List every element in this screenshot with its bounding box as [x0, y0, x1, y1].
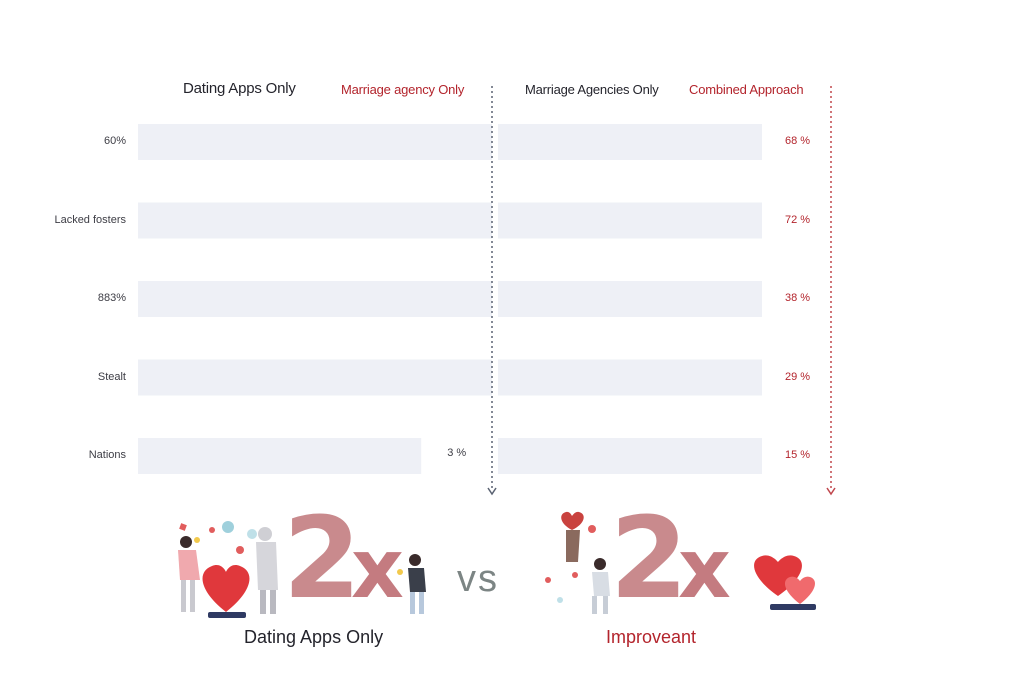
divider-right-arrow-icon — [826, 487, 836, 496]
vs-label: vs — [457, 558, 499, 600]
confetti-left-icon — [179, 521, 257, 554]
value-label-left: 3 % — [447, 447, 467, 459]
value-label-right: 38 % — [785, 292, 811, 304]
value-label-right: 68 % — [785, 135, 811, 147]
bar-right-3 — [498, 359, 762, 396]
person-left-2-icon — [256, 527, 278, 614]
row-label: Nations — [88, 449, 126, 461]
illustration-strip — [178, 511, 816, 618]
bar-plot — [138, 86, 836, 496]
bar-right-1 — [498, 202, 762, 239]
heart-left-icon — [202, 565, 250, 618]
bar-left-2 — [138, 281, 492, 317]
person-right-1-icon — [545, 511, 596, 603]
row-label: Lacked fosters — [54, 213, 126, 226]
bar-left-0 — [138, 124, 492, 160]
hearts-right-icon — [754, 555, 816, 610]
bar-left-1 — [138, 202, 492, 239]
big-number-right: 2x — [610, 503, 731, 615]
bar-left-3 — [138, 359, 492, 396]
caption-left: Dating Apps Only — [244, 627, 384, 647]
legend-entry-marriage-agencies: Marriage Agencies Only — [525, 82, 659, 97]
bar-right-4 — [498, 438, 762, 474]
big-number-left-digit: 2 — [283, 494, 361, 624]
bar-left-4 — [138, 438, 422, 474]
legend-entry-combined-approach: Combined Approach — [689, 82, 804, 97]
person-left-1-icon — [178, 536, 200, 612]
row-label: 60% — [103, 135, 126, 147]
person-left-3-icon — [397, 554, 426, 614]
bar-right-2 — [498, 281, 762, 317]
legend-entry-dating-apps: Dating Apps Only — [183, 80, 296, 97]
big-number-right-digit: 2 — [610, 494, 688, 624]
person-right-2-icon — [592, 558, 610, 614]
value-label-right: 72 % — [785, 213, 811, 226]
row-label: Stealt — [97, 370, 126, 383]
legend-entry-marriage-agency: Marriage agency Only — [341, 82, 465, 97]
caption-right: Improveant — [606, 627, 697, 647]
row-label: 883% — [97, 292, 126, 304]
value-label-right: 29 % — [785, 370, 811, 383]
value-label-right: 15 % — [785, 449, 811, 461]
big-number-left-suffix: x — [350, 522, 404, 617]
bar-right-0 — [498, 124, 762, 160]
big-number-left: 2x — [283, 503, 404, 615]
divider-center-arrow-icon — [487, 487, 497, 496]
big-number-right-suffix: x — [677, 522, 731, 617]
